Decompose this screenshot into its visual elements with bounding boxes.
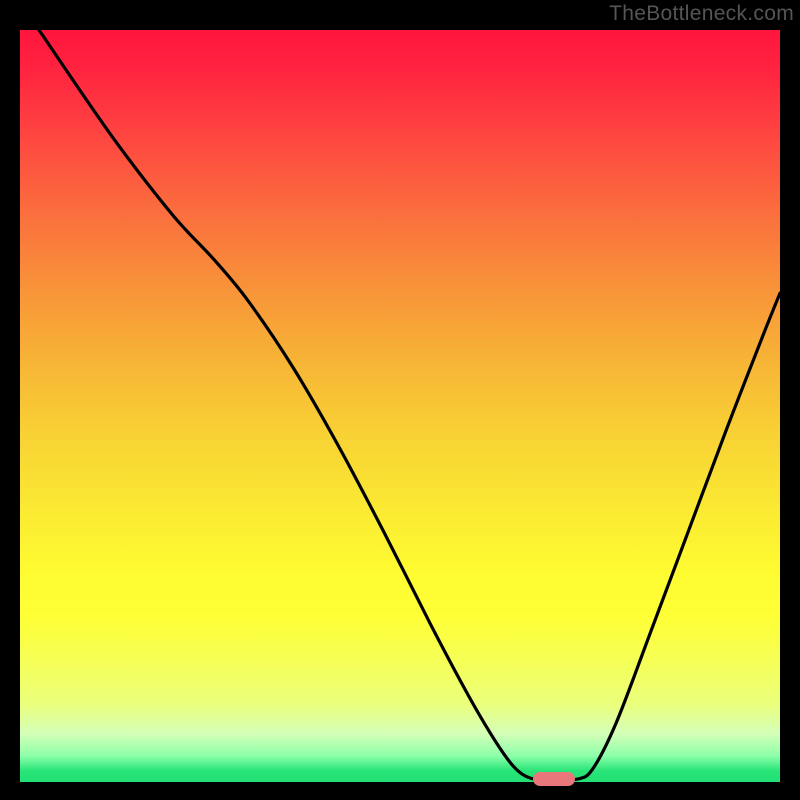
optimum-marker <box>533 772 575 786</box>
bottleneck-curve <box>20 30 780 782</box>
watermark-text: TheBottleneck.com <box>609 2 794 26</box>
plot-area <box>20 30 780 782</box>
